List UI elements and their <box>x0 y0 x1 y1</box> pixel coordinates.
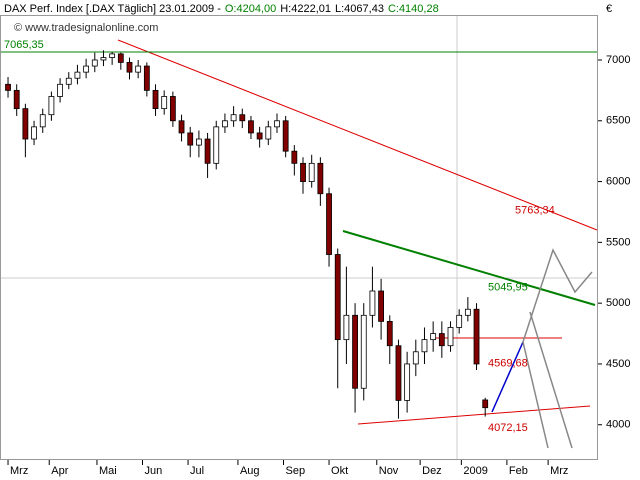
candle-body <box>386 320 393 347</box>
candle-body <box>13 89 20 110</box>
candle-body <box>222 120 228 128</box>
candle-body <box>378 290 384 322</box>
candle-body <box>126 62 133 73</box>
x-tick-label: Mai <box>99 465 117 477</box>
candle-body <box>39 114 46 128</box>
candle-body <box>352 314 358 389</box>
candle-body <box>343 314 350 341</box>
candle-body <box>248 120 254 134</box>
candle-body <box>256 132 263 140</box>
quote: C:4140,28 <box>388 3 439 15</box>
candle-body <box>100 57 107 61</box>
candle-body <box>57 83 63 97</box>
candle-body <box>22 108 29 140</box>
y-tick-label: 6500 <box>606 115 630 127</box>
candle-body <box>300 162 306 182</box>
candle-body <box>430 333 437 341</box>
annotation-label: 5045,95 <box>488 281 528 293</box>
y-tick-label: 6000 <box>606 175 630 187</box>
x-tick-label: Aug <box>240 465 260 477</box>
candle-body <box>369 290 376 316</box>
candle-body <box>421 339 428 353</box>
x-tick-label: Jul <box>190 465 204 477</box>
candle-body <box>31 126 37 140</box>
candle-body <box>187 132 194 146</box>
plot-border <box>0 15 598 460</box>
candle-body <box>161 96 168 110</box>
y-tick-label: 4500 <box>606 358 630 370</box>
chart-title: DAX Perf. Index [.DAX Täglich] 23.01.200… <box>4 3 221 15</box>
candle-body <box>274 120 280 128</box>
annotation-label: 5763,34 <box>515 204 555 216</box>
candle-body <box>91 59 98 67</box>
candle-body <box>438 333 445 347</box>
projection-line <box>491 341 524 413</box>
trend-line <box>342 230 596 306</box>
candle-body <box>464 308 471 316</box>
candle-body <box>265 126 272 140</box>
candle-body <box>109 53 116 58</box>
y-tick-label: 5500 <box>606 236 630 248</box>
candle-body <box>456 314 463 328</box>
y-tick-label: 4000 <box>606 419 630 431</box>
candle-body <box>83 65 90 73</box>
x-tick-label: Mrz <box>10 465 28 477</box>
annotation-label: 4072,15 <box>488 422 528 434</box>
candle-body <box>135 65 142 73</box>
quote: H:4222,01 <box>280 3 331 15</box>
candle-body <box>404 363 411 401</box>
candle-body <box>317 162 324 195</box>
candle-body <box>117 53 124 63</box>
candle-body <box>239 114 246 122</box>
candle-body <box>213 126 220 164</box>
candle-body <box>178 120 185 134</box>
candle-body <box>169 96 176 122</box>
candle-body <box>48 96 55 116</box>
x-tick-label: Jun <box>145 465 163 477</box>
candle-body <box>326 193 332 255</box>
candle-body <box>482 399 489 409</box>
projection-line <box>529 311 573 449</box>
candle-body <box>412 351 419 365</box>
candle-body <box>473 308 480 365</box>
header: DAX Perf. Index [.DAX Täglich] 23.01.200… <box>4 3 221 15</box>
x-tick-label: Sep <box>285 465 305 477</box>
candle-body <box>195 138 202 146</box>
projection-line <box>522 341 549 449</box>
candle-body <box>334 254 341 341</box>
y-axis-label: € <box>606 3 612 15</box>
projection-line <box>522 248 593 343</box>
candle-body <box>204 138 211 164</box>
candle-body <box>74 71 81 79</box>
candle-body <box>230 114 237 122</box>
candle-body <box>395 345 402 401</box>
quote: L:4067,43 <box>335 3 384 15</box>
x-tick-label: Dez <box>422 465 442 477</box>
candle-body <box>291 150 298 164</box>
x-tick-label: Mrz <box>550 465 568 477</box>
candle-body <box>447 327 454 347</box>
x-tick-label: Okt <box>331 465 348 477</box>
quote: O:4204,00 <box>225 3 276 15</box>
candle-body <box>308 162 315 182</box>
x-tick-label: Nov <box>379 465 399 477</box>
candle-body <box>282 120 289 152</box>
y-tick-label: 7000 <box>606 54 630 66</box>
x-tick-label: 2009 <box>463 465 487 477</box>
candle-body <box>152 89 159 110</box>
x-tick-label: Feb <box>509 465 528 477</box>
trend-line <box>357 405 591 425</box>
source: © www.tradesignalonline.com <box>14 22 158 34</box>
candle-body <box>65 77 72 85</box>
x-tick-label: Apr <box>51 465 68 477</box>
candle-body <box>360 314 367 389</box>
candle-body <box>5 83 11 91</box>
trend-line <box>117 39 598 231</box>
annotation-label: 7065,35 <box>4 39 44 51</box>
y-tick-label: 5000 <box>606 297 630 309</box>
annotation-label: 4569,68 <box>488 357 528 369</box>
candle-body <box>143 65 150 91</box>
